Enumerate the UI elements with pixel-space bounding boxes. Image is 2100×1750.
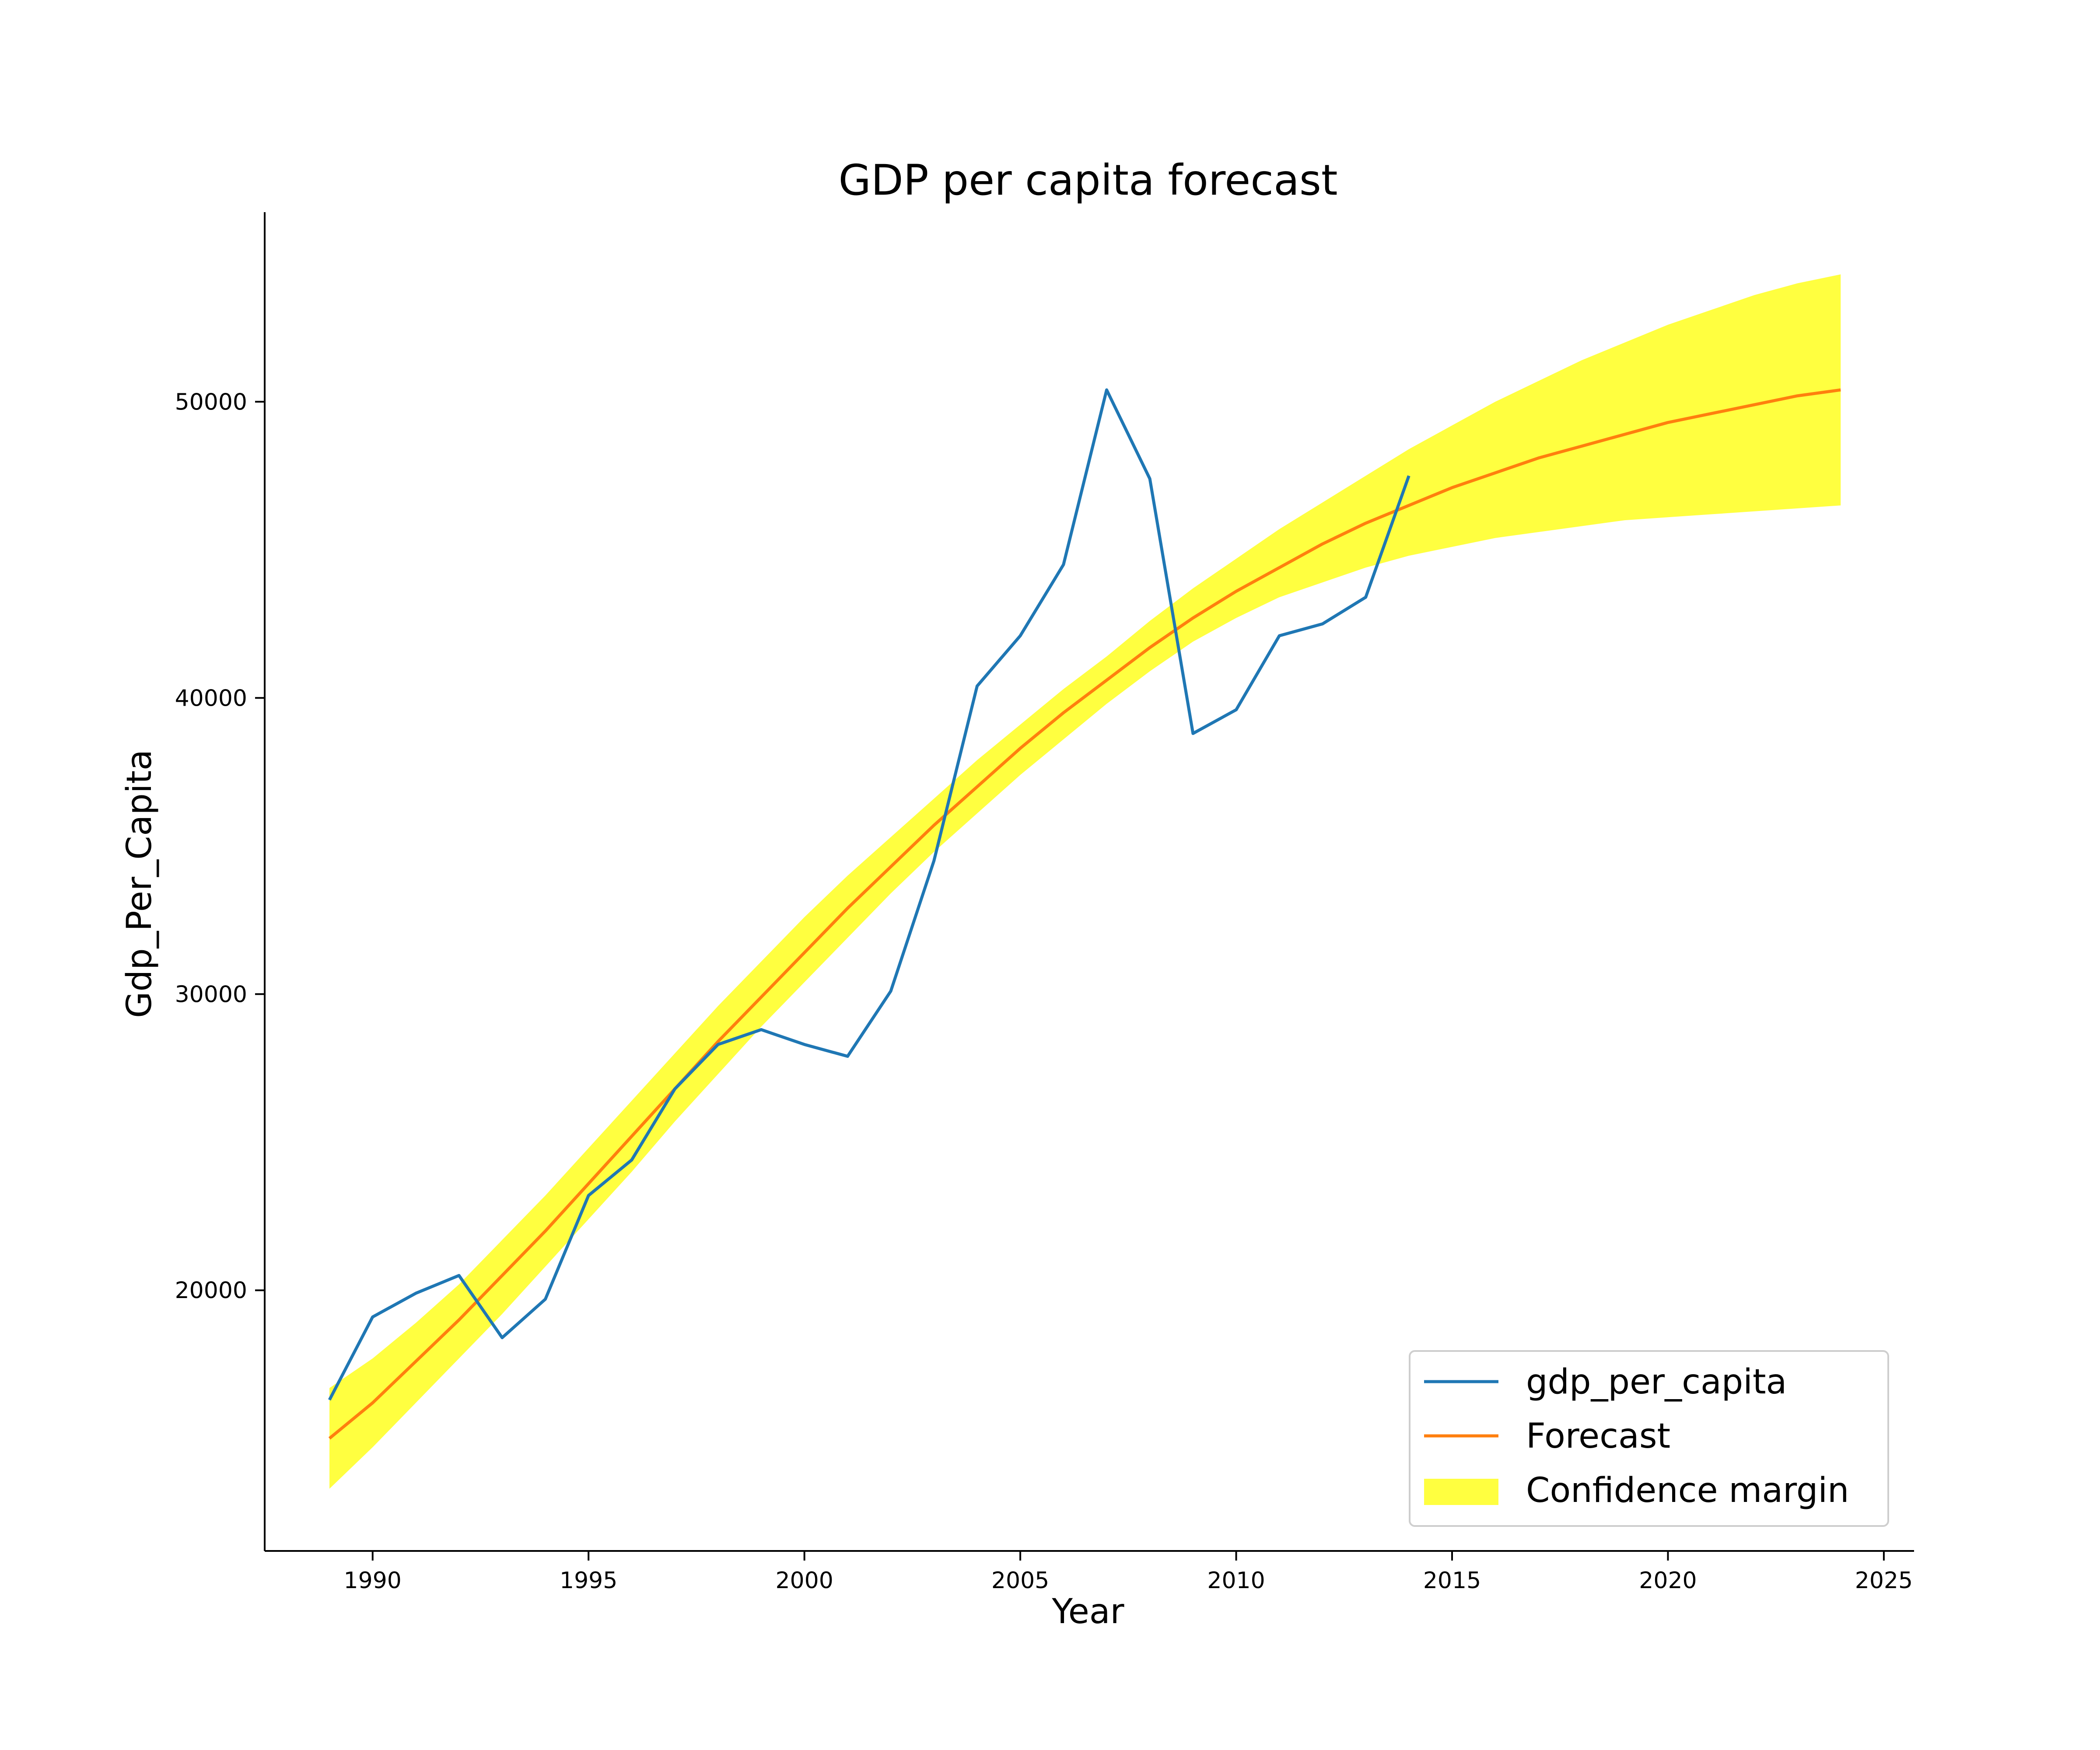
- y-axis-label: Gdp_Per_Capita: [120, 749, 159, 1018]
- x-tick-label: 2010: [1207, 1568, 1265, 1594]
- legend-label-confidence-margin: Confidence margin: [1526, 1471, 1849, 1510]
- x-tick-label: 2005: [991, 1568, 1049, 1594]
- y-tick-label: 50000: [175, 389, 247, 415]
- confidence-margin-band: [329, 274, 1841, 1489]
- legend-label-gdp-per-capita: gdp_per_capita: [1526, 1362, 1787, 1402]
- legend-swatch-confidence-margin: [1424, 1479, 1498, 1505]
- x-tick-label: 1990: [344, 1568, 402, 1594]
- x-tick-label: 2000: [775, 1568, 833, 1594]
- y-tick-label: 30000: [175, 981, 247, 1008]
- x-axis-ticks: 1990 1995 2000 2005 2010 2015 2020 2025: [344, 1551, 1913, 1594]
- plot-area: [328, 274, 1841, 1489]
- x-tick-label: 2025: [1855, 1568, 1913, 1594]
- x-axis-label: Year: [1051, 1592, 1124, 1631]
- gdp-per-capita-line: [328, 388, 1410, 1401]
- x-tick-label: 2020: [1639, 1568, 1697, 1594]
- chart-title: GDP per capita forecast: [838, 156, 1337, 205]
- legend-label-forecast: Forecast: [1526, 1417, 1670, 1456]
- x-tick-label: 1995: [560, 1568, 617, 1594]
- y-axis-ticks: 20000 30000 40000 50000: [175, 389, 265, 1304]
- y-tick-label: 20000: [175, 1278, 247, 1304]
- legend-frame: [1409, 1350, 1889, 1527]
- y-tick-label: 40000: [175, 685, 247, 711]
- legend: gdp_per_capita Forecast Confidence margi…: [1409, 1350, 1889, 1527]
- forecast-line: [328, 388, 1841, 1440]
- x-tick-label: 2015: [1423, 1568, 1481, 1594]
